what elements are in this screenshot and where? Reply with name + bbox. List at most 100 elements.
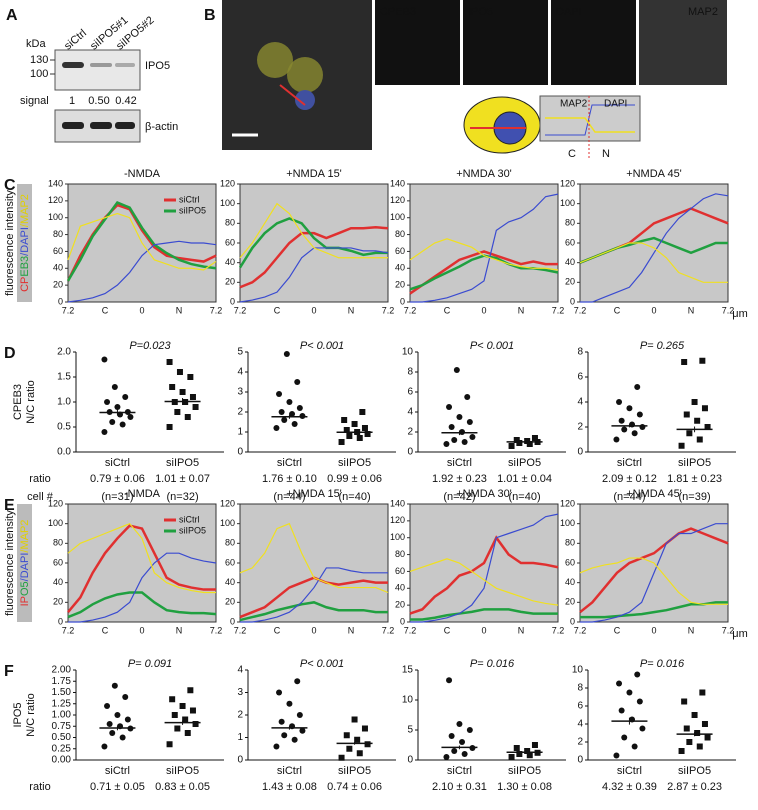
- x-tick-label: C: [444, 305, 451, 315]
- x-tick-label: 0: [311, 625, 316, 635]
- x-tick-label: 7.2: [722, 305, 735, 315]
- y-tick-label: 0.25: [52, 743, 72, 754]
- data-point: [346, 433, 353, 439]
- y-tick-label: 2.0: [57, 347, 71, 358]
- data-point: [174, 409, 181, 415]
- data-point: [111, 384, 118, 390]
- data-point: [508, 754, 515, 760]
- y-tick-label: 100: [560, 518, 575, 528]
- data-point: [691, 712, 698, 718]
- y-tick-label: 0: [577, 755, 583, 766]
- y-tick-label: 1: [237, 427, 243, 438]
- data-point: [686, 430, 693, 437]
- channel-part: /DAPI: [19, 227, 31, 256]
- data-point: [184, 414, 191, 420]
- p-value: P< 0.001: [470, 340, 514, 352]
- data-point: [343, 732, 350, 739]
- y-tick-label: 20: [565, 277, 575, 287]
- series-line: [238, 217, 388, 269]
- data-point: [114, 712, 121, 718]
- y-tick-label: 20: [225, 277, 235, 287]
- series-line: [239, 202, 388, 259]
- stat-label: 1.30 ± 0.08: [497, 781, 552, 793]
- y-tick-label: 40: [565, 577, 575, 587]
- data-point: [299, 413, 306, 419]
- n-label: (n=40): [509, 491, 541, 503]
- y-tick-label: 1.50: [52, 687, 72, 698]
- data-point: [461, 751, 468, 757]
- ylabel-box: [17, 504, 32, 622]
- stat-label: 1.76 ± 0.10: [262, 473, 317, 485]
- data-point: [166, 424, 173, 430]
- y-tick-label: 20: [395, 280, 405, 290]
- row-label: ratio: [29, 473, 50, 485]
- y-tick-label: 120: [560, 498, 575, 508]
- y-tick-label: 120: [220, 498, 235, 508]
- x-tick-label: 7.2: [62, 625, 75, 635]
- y-tick-label: 4: [407, 407, 413, 418]
- x-tick-label: 7.2: [62, 305, 75, 315]
- micrograph: [639, 0, 727, 85]
- nucleus: [295, 90, 315, 110]
- data-point: [631, 743, 638, 750]
- data-point: [621, 426, 628, 433]
- data-point: [364, 741, 371, 748]
- category-label: siIPO5: [678, 765, 711, 777]
- x-tick-label: 7.2: [574, 305, 587, 315]
- data-point: [631, 430, 638, 437]
- data-point: [446, 404, 453, 410]
- micrograph: [463, 0, 548, 85]
- data-point: [694, 730, 701, 736]
- x-tick-label: N: [688, 625, 695, 635]
- channel-label: CPEB3: [380, 6, 416, 18]
- y-tick-label: 5: [407, 725, 413, 736]
- data-point: [109, 419, 116, 425]
- row-label: cell #: [27, 491, 54, 503]
- data-point: [189, 707, 196, 714]
- data-point: [443, 441, 450, 447]
- data-point: [176, 369, 183, 375]
- data-point: [459, 739, 466, 745]
- chart-title: +NMDA 45': [626, 488, 682, 500]
- chart-title: +NMDA 15': [286, 168, 342, 180]
- category-label: siIPO5: [678, 457, 711, 469]
- data-point: [189, 394, 196, 400]
- panel-label: D: [4, 345, 16, 362]
- data-point: [469, 434, 476, 440]
- series-line: [409, 250, 558, 295]
- data-point: [639, 424, 646, 430]
- y-tick-label: 4: [577, 397, 583, 408]
- stat-label: 2.87 ± 0.23: [667, 781, 722, 793]
- data-point: [104, 399, 111, 405]
- y-tick-label: 1.5: [57, 372, 71, 383]
- y-tick-label: 0.5: [57, 422, 71, 433]
- legend-label: siCtrl: [179, 194, 200, 204]
- data-point: [613, 436, 620, 443]
- n-label: (n=44): [273, 491, 305, 503]
- stat-label: 0.83 ± 0.05: [155, 781, 210, 793]
- y-tick-label: 2.00: [52, 665, 72, 676]
- stat-label: 4.32 ± 0.39: [602, 781, 657, 793]
- unit-label: μm: [732, 308, 748, 320]
- y-tick-label: 40: [395, 263, 405, 273]
- channel-label: DAPI: [556, 6, 582, 18]
- data-point: [114, 404, 121, 410]
- series-line: [67, 524, 216, 613]
- y-tick-label: 2: [407, 427, 413, 438]
- lane-label: siCtrl: [62, 27, 89, 52]
- x-tick-label: 7.2: [210, 625, 223, 635]
- x-tick-label: 7.2: [722, 625, 735, 635]
- data-point: [354, 736, 361, 743]
- channel-part: EB3: [19, 256, 31, 277]
- plot-area: [239, 183, 389, 303]
- data-point: [448, 733, 455, 739]
- series-line: [67, 240, 217, 303]
- chart-title: +NMDA 30': [456, 488, 512, 500]
- data-point: [106, 721, 113, 727]
- y-tick-label: 40: [225, 257, 235, 267]
- stat-label: 0.99 ± 0.06: [327, 473, 382, 485]
- y-tick-label: 60: [565, 557, 575, 567]
- p-value: P= 0.265: [640, 340, 685, 352]
- data-point: [356, 750, 363, 757]
- y-tick-label: 0: [407, 447, 413, 458]
